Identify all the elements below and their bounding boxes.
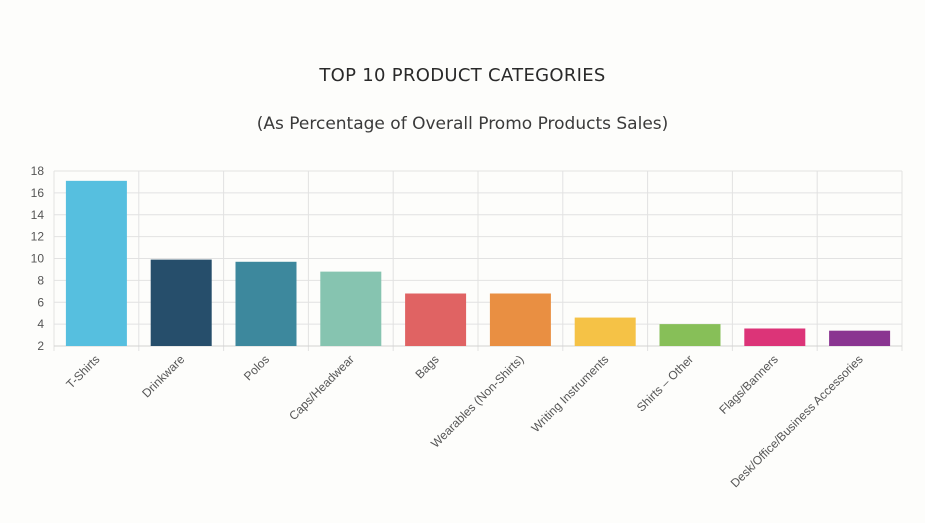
bar-drinkware[interactable] (150, 259, 212, 346)
x-tick-label: Writing Instruments (528, 352, 611, 435)
bar-caps-headwear[interactable] (320, 271, 382, 346)
bar-wearables-non-shirts[interactable] (489, 293, 551, 347)
x-tick-label: Flags/Banners (716, 352, 781, 417)
y-tick-label: 6 (37, 295, 44, 309)
x-tick-label: Wearables (Non-Shirts) (428, 352, 526, 450)
x-tick-label: Drinkware (139, 352, 187, 400)
x-tick-label: Shirts – Other (634, 352, 696, 414)
y-tick-label: 12 (31, 230, 45, 244)
x-tick-label: Bags (412, 352, 441, 381)
y-tick-label: 2 (37, 339, 44, 353)
bar-writing-instruments[interactable] (574, 317, 636, 346)
chart-title: TOP 10 PRODUCT CATEGORIES (319, 65, 606, 86)
bar-bags[interactable] (405, 293, 467, 347)
y-tick-label: 14 (31, 208, 45, 222)
bar-desk-office-business-accessories[interactable] (829, 330, 891, 346)
x-tick-label: Desk/Office/Business Accessories (728, 352, 866, 490)
bar-flags-banners[interactable] (744, 328, 806, 347)
x-tick-label: Polos (241, 352, 272, 383)
x-tick-label: Caps/Headwear (286, 352, 357, 423)
y-tick-label: 16 (31, 186, 45, 200)
bar-polos[interactable] (235, 261, 297, 346)
y-tick-label: 8 (37, 273, 44, 287)
chart-subtitle: (As Percentage of Overall Promo Products… (256, 114, 669, 134)
bar-shirts-other[interactable] (659, 324, 721, 346)
y-tick-label: 4 (37, 317, 44, 331)
x-tick-label: T-Shirts (63, 352, 102, 391)
y-tick-label: 10 (31, 252, 45, 266)
y-tick-label: 18 (31, 164, 45, 178)
bar-t-shirts[interactable] (65, 180, 127, 346)
